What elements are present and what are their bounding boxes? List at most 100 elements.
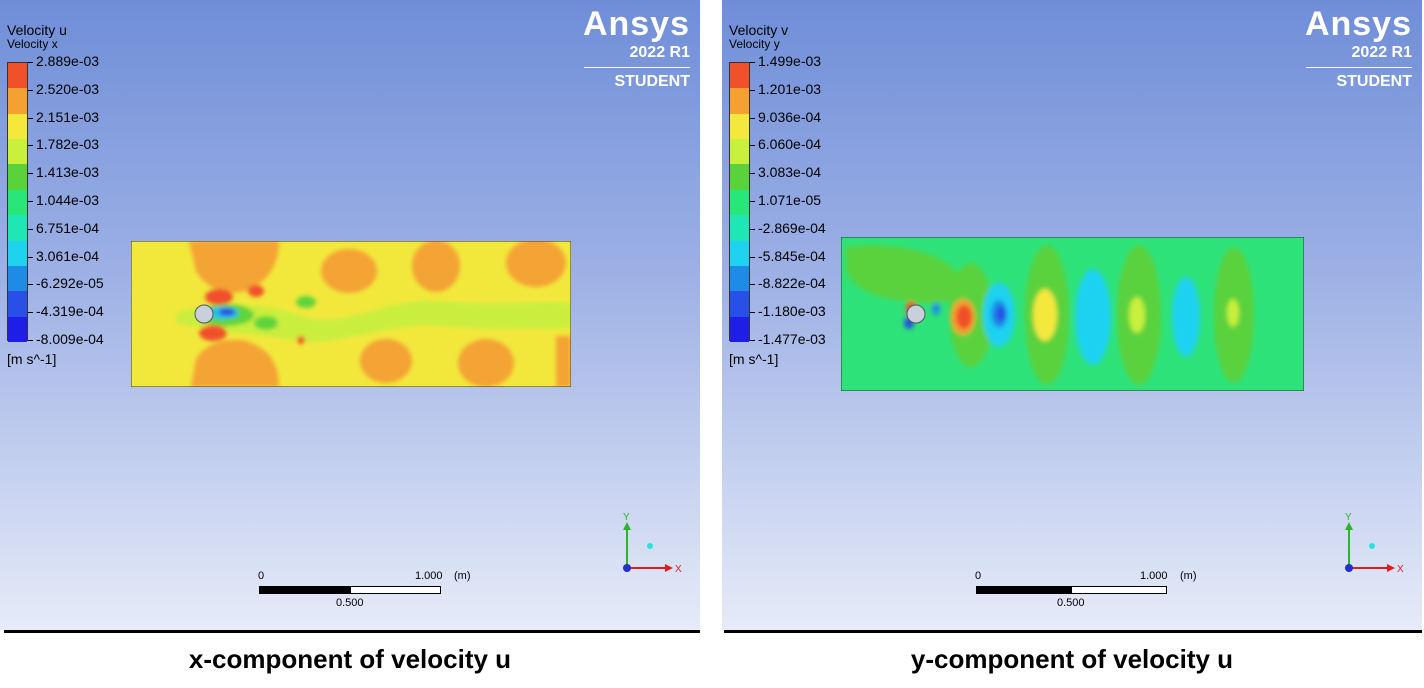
legend-title: Velocity u <box>7 22 67 38</box>
colorbar-segment <box>8 113 27 140</box>
scale-bar: 0 1.000 (m) 0.500 <box>258 570 471 610</box>
tick-mark <box>28 117 33 119</box>
legend-title: Velocity v <box>729 22 789 38</box>
contour-plot-v[interactable] <box>841 237 1304 391</box>
colorbar-segment <box>730 215 749 242</box>
tick-label: 1.044e-03 <box>36 192 100 208</box>
x-axis-label: X <box>1397 564 1404 575</box>
colorbar-segment <box>730 240 749 267</box>
colorbar-segment <box>8 215 27 242</box>
scale-unit: (m) <box>454 570 471 582</box>
scale-mid: 0.500 <box>1057 597 1085 609</box>
tick-label: 2.889e-03 <box>36 53 100 69</box>
tick-mark <box>28 145 33 147</box>
tick-label: 1.071e-05 <box>758 192 822 208</box>
tick-label: 3.061e-04 <box>36 247 100 264</box>
scale-unit: (m) <box>1180 570 1197 582</box>
colorbar-segment <box>730 113 749 140</box>
legend-units: [m s^-1] <box>729 351 779 367</box>
ansys-brand: Ansys 2022 R1 STUDENT <box>1305 6 1412 91</box>
tick-mark <box>28 173 33 175</box>
edition-label: STUDENT <box>1336 73 1412 90</box>
scale-bar-black <box>976 586 1071 594</box>
legend-subtitle: Velocity y <box>729 37 780 51</box>
colorbar-segment <box>730 139 749 165</box>
tick-label: -6.292e-05 <box>36 275 104 292</box>
tick-label: 6.060e-04 <box>758 136 822 153</box>
tick-label: -1.477e-03 <box>758 331 826 347</box>
version-label: 2022 R1 <box>629 44 691 61</box>
tick-mark <box>28 340 33 341</box>
tick-mark <box>750 312 755 314</box>
tick-mark <box>28 256 33 258</box>
colorbar-segment <box>8 88 27 115</box>
scale-bar-black <box>259 586 350 594</box>
version-label: 2022 R1 <box>1351 44 1413 61</box>
scale-bar-white <box>1071 586 1167 594</box>
tick-mark <box>28 201 33 202</box>
tick-mark <box>750 256 755 258</box>
scale-bar-white <box>350 586 441 594</box>
tick-mark <box>750 89 755 91</box>
tick-label: 1.782e-03 <box>36 136 100 153</box>
brand-divider <box>584 67 690 68</box>
caption-left: x-component of velocity u <box>188 644 512 674</box>
tick-mark <box>750 117 755 119</box>
tick-mark <box>750 228 755 230</box>
ansys-brand: Ansys 2022 R1 STUDENT <box>583 6 690 91</box>
colorbar-segment <box>730 189 749 216</box>
colorbar-segment <box>730 164 749 191</box>
axis-triad: Y X <box>1345 512 1404 575</box>
caption-divider-left <box>4 630 700 633</box>
tick-mark <box>28 312 33 314</box>
edition-label: STUDENT <box>614 73 690 90</box>
scale-zero: 0 <box>258 570 265 582</box>
contour-plot-u[interactable] <box>131 241 571 387</box>
brand-divider <box>1306 67 1412 68</box>
tick-mark <box>750 201 755 202</box>
caption-right: y-component of velocity u <box>910 644 1234 674</box>
scale-max: 1.000 <box>415 570 443 582</box>
tick-mark <box>28 284 33 286</box>
tick-mark <box>750 340 755 341</box>
tick-mark <box>28 62 33 63</box>
legend-subtitle: Velocity x <box>7 37 58 51</box>
colorbar-segment <box>730 88 749 115</box>
legend-units: [m s^-1] <box>7 351 57 367</box>
tick-label: -8.822e-04 <box>758 275 826 292</box>
tick-label: 1.413e-03 <box>36 164 100 181</box>
y-axis-label: Y <box>623 512 630 523</box>
scale-zero: 0 <box>975 570 982 582</box>
colorbar-segment <box>8 265 27 292</box>
colorbar-segment <box>8 164 27 191</box>
tick-label: -2.869e-04 <box>758 219 826 236</box>
viewport-velocity-u[interactable]: Velocity u Velocity x 2.889e-03 2.520e-0… <box>0 0 700 630</box>
colorbar-segment <box>8 316 27 343</box>
y-axis-label: Y <box>1345 512 1352 523</box>
tick-label: -8.009e-04 <box>36 331 104 347</box>
ansys-logo: Ansys <box>1304 5 1412 43</box>
colorbar <box>7 62 28 343</box>
colorbar-segment <box>8 240 27 267</box>
tick-label: 3.083e-04 <box>758 164 822 181</box>
caption-divider-right <box>724 630 1422 633</box>
viewport-velocity-v[interactable]: Velocity v Velocity y 1.499e-03 1.201e-0… <box>722 0 1422 630</box>
scale-mid: 0.500 <box>336 597 364 609</box>
colorbar-segment <box>8 291 27 318</box>
tick-label: -1.180e-03 <box>758 303 826 320</box>
tick-mark <box>750 62 755 63</box>
tick-mark <box>750 284 755 286</box>
x-axis-label: X <box>675 564 682 575</box>
tick-mark <box>750 145 755 147</box>
tick-label: 1.201e-03 <box>758 80 822 97</box>
colorbar-segment <box>730 291 749 318</box>
scale-bar: 0 1.000 (m) 0.500 <box>975 570 1197 610</box>
ansys-logo: Ansys <box>582 5 690 43</box>
colorbar-segment <box>8 189 27 216</box>
scale-max: 1.000 <box>1140 570 1168 582</box>
colorbar-segment <box>730 63 749 89</box>
tick-label: 1.499e-03 <box>758 53 822 69</box>
tick-mark <box>750 173 755 175</box>
colorbar-segment <box>8 63 27 89</box>
tick-label: -4.319e-04 <box>36 303 104 320</box>
